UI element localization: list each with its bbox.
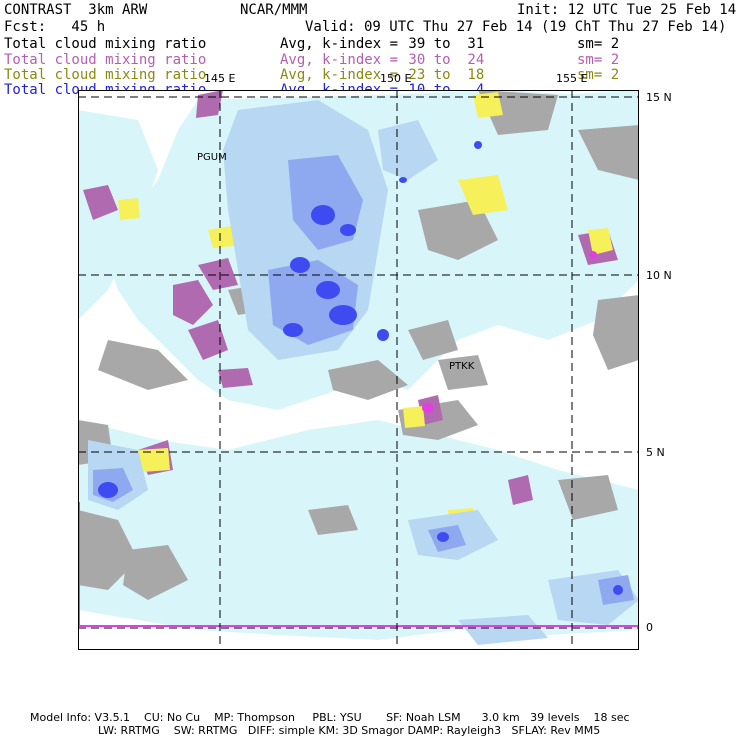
field-sm: sm= 2 [577,52,620,68]
field-name: Total cloud mixing ratio [4,36,207,52]
lon-label-150e: 150 E [380,72,412,85]
station-ptkk: PTKK [449,361,475,372]
map-frame [78,90,639,650]
deep-blue-cloud-layer [98,141,623,595]
field-avg: Avg, k-index = [280,67,399,83]
field-sm: sm= 2 [577,36,620,52]
lat-label-0: 0 [646,621,653,634]
forecast-hour: Fcst: 45 h [4,19,106,35]
field-sm: sm= 2 [577,67,620,83]
station-pgum: PGUM [197,152,227,163]
gray-cloud-layer [78,90,639,600]
lon-label-155e: 155 E [556,72,588,85]
magenta-cloud-layer [422,251,597,413]
cloud-map [78,90,639,650]
field-avg: Avg, k-index = [280,52,399,68]
lon-label-145e: 145 E [204,72,236,85]
init-time: Init: 12 UTC Tue 25 Feb 14 [517,2,737,18]
lat-label-10n: 10 N [646,269,672,282]
organization: NCAR/MMM [240,2,308,18]
model-info-line2: LW: RRTMG SW: RRTMG DIFF: simple KM: 3D … [98,724,601,737]
field-name: Total cloud mixing ratio [4,67,207,83]
field-avg: Avg, k-index = [280,36,399,52]
model-info-line1: Model Info: V3.5.1 CU: No Cu MP: Thompso… [30,711,630,724]
model-title: CONTRAST 3km ARW [4,2,148,18]
field-range: 30 to 24 [400,52,485,68]
field-name: Total cloud mixing ratio [4,52,207,68]
field-range: 23 to 18 [400,67,485,83]
lat-label-5n: 5 N [646,446,665,459]
valid-time: Valid: 09 UTC Thu 27 Feb 14 (19 ChT Thu … [305,19,727,35]
gridlines [78,90,639,650]
field-range: 39 to 31 [400,36,485,52]
lat-label-15n: 15 N [646,91,672,104]
equator-boundary [78,625,639,627]
